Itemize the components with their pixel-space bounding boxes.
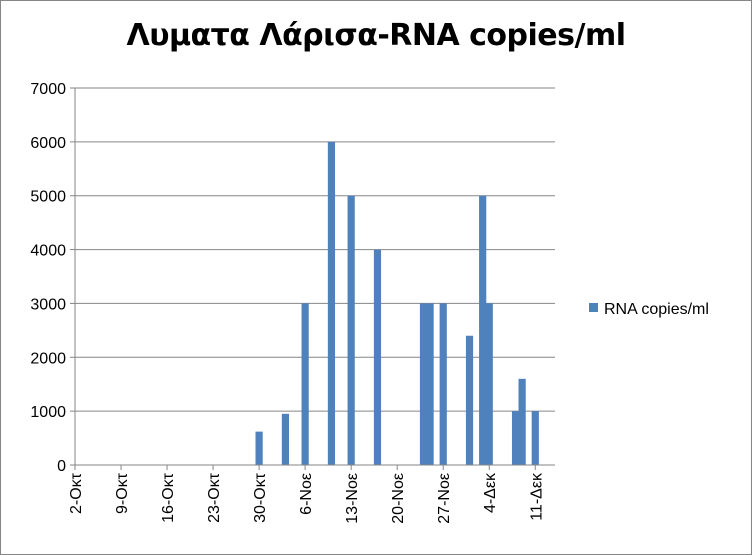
- legend-swatch: [589, 303, 598, 312]
- bar: [479, 195, 487, 465]
- y-tick-label: 2000: [30, 350, 66, 367]
- bar: [511, 411, 520, 465]
- chart-title: Λυματα Λάρισα-RNA copies/ml: [126, 18, 626, 53]
- y-tick-label: 6000: [30, 135, 66, 152]
- y-tick-label: 4000: [30, 243, 66, 260]
- bar: [419, 303, 428, 465]
- y-tick-label: 0: [57, 458, 66, 475]
- bar: [531, 411, 539, 465]
- bar: [485, 303, 493, 465]
- bar: [373, 249, 382, 465]
- bar: [439, 303, 447, 465]
- x-tick-label: 23-Οκτ: [206, 472, 223, 523]
- y-tick-label: 7000: [30, 81, 66, 98]
- y-tick-label: 1000: [30, 404, 66, 421]
- bars: [255, 141, 539, 465]
- gridlines: [75, 87, 555, 412]
- bar: [347, 195, 355, 465]
- x-tick-label: 6-Νοε: [298, 473, 315, 515]
- x-tick-label: 30-Οκτ: [252, 472, 269, 523]
- x-tick-label: 13-Νοε: [344, 473, 361, 524]
- x-tick-label: 20-Νοε: [390, 473, 407, 524]
- bar: [327, 141, 336, 465]
- x-tick-label: 11-Δεκ: [528, 472, 545, 521]
- bar: [255, 431, 263, 465]
- bar: [465, 335, 474, 465]
- legend: RNA copies/ml: [589, 301, 709, 318]
- bar: [301, 303, 309, 465]
- legend-label: RNA copies/ml: [604, 301, 709, 318]
- bar: [281, 413, 290, 465]
- x-tick-label: 16-Οκτ: [160, 472, 177, 523]
- x-tick-label: 2-Οκτ: [68, 472, 85, 514]
- y-tick-label: 3000: [30, 296, 66, 313]
- y-tick-labels: 0 1000 2000 3000 4000 5000 6000 7000: [30, 81, 75, 475]
- x-tick-label: 9-Οκτ: [114, 472, 131, 514]
- x-tick-label: 27-Νοε: [436, 473, 453, 524]
- x-tick-label: 4-Δεκ: [482, 472, 499, 513]
- bar: [426, 303, 434, 465]
- y-tick-label: 5000: [30, 189, 66, 206]
- axes: [74, 88, 555, 466]
- x-tick-labels: 2-Οκτ 9-Οκτ 16-Οκτ 23-Οκτ 30-Οκτ 6-Νοε 13-Νοε 2…: [68, 465, 545, 524]
- bar: [518, 378, 526, 465]
